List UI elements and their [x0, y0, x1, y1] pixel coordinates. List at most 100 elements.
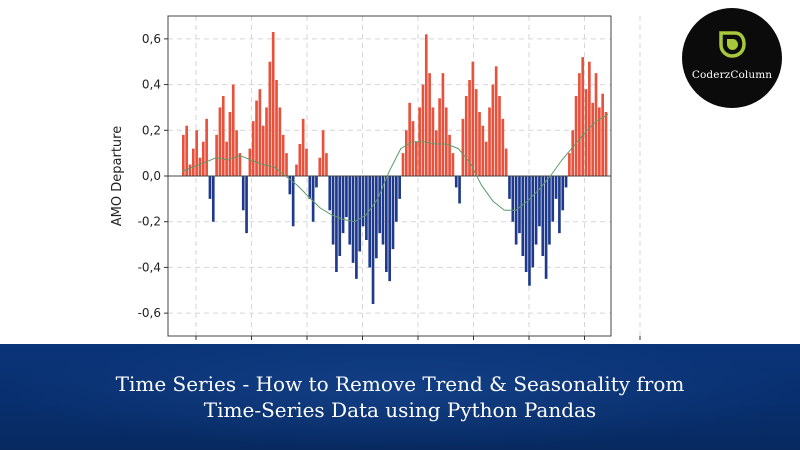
bar	[401, 153, 405, 176]
leaf-drop-icon	[719, 31, 746, 58]
bar	[385, 176, 388, 272]
bar	[375, 176, 378, 259]
bar	[328, 176, 332, 211]
bar	[431, 107, 435, 176]
bar	[478, 112, 481, 176]
bar	[355, 176, 358, 279]
bar	[521, 176, 525, 256]
title-banner: Time Series - How to Remove Trend & Seas…	[0, 344, 800, 450]
bar	[424, 34, 428, 176]
y-tick-label: -0,6	[138, 306, 161, 320]
bar	[481, 125, 485, 176]
bar	[538, 176, 541, 227]
bar	[201, 141, 205, 176]
bar	[321, 130, 325, 176]
bar	[358, 176, 362, 252]
y-tick-label: 0,6	[142, 32, 161, 46]
coderzcolumn-logo: CoderzColumn	[682, 8, 782, 108]
bar	[561, 176, 565, 211]
bar	[551, 176, 555, 222]
bar	[568, 153, 571, 176]
bar	[275, 80, 278, 176]
bar	[388, 176, 391, 282]
bar	[428, 73, 431, 176]
bar	[268, 61, 272, 176]
bar	[208, 176, 212, 199]
bar	[251, 121, 255, 176]
bar	[438, 98, 441, 176]
bar	[598, 107, 601, 176]
bar	[578, 73, 581, 176]
bar	[248, 148, 252, 176]
bar	[411, 121, 415, 176]
bar	[414, 141, 418, 176]
bar	[581, 57, 585, 176]
bar	[444, 107, 448, 176]
bar	[241, 176, 245, 211]
bar	[371, 176, 375, 304]
bar	[221, 96, 225, 176]
bar	[484, 141, 488, 176]
bar	[331, 176, 335, 245]
bar	[278, 107, 282, 176]
bar	[238, 153, 242, 176]
bar	[311, 176, 315, 222]
bar	[261, 125, 265, 176]
bar	[584, 89, 588, 176]
bars	[182, 32, 608, 304]
banner-title-line-2: Time-Series Data using Python Pandas	[203, 398, 597, 422]
y-tick-label: 0,4	[142, 78, 161, 92]
bar	[235, 130, 238, 176]
bar	[182, 134, 185, 176]
bar	[588, 61, 591, 176]
bar	[528, 176, 531, 286]
bar	[245, 176, 248, 234]
bar	[464, 96, 468, 176]
bar	[524, 176, 528, 272]
bar	[404, 130, 408, 176]
bar	[434, 130, 438, 176]
bar	[451, 153, 455, 176]
bar	[325, 153, 328, 176]
bar	[391, 176, 395, 250]
bar	[604, 112, 608, 176]
bar	[338, 176, 342, 256]
bar	[298, 144, 302, 176]
bar	[265, 107, 268, 176]
bar	[198, 157, 202, 176]
bar	[454, 176, 458, 188]
bar	[508, 176, 511, 199]
bar	[368, 176, 372, 268]
bar	[315, 176, 318, 188]
bar	[494, 66, 498, 176]
bar	[308, 176, 312, 199]
amo-departure-chart: 0,6 0,4 0,2 0,0 -0,2 -0,4 -0,6 AMO Departure	[110, 15, 641, 340]
bar	[548, 176, 551, 245]
bar	[504, 148, 508, 176]
bar	[491, 84, 495, 176]
bar	[564, 176, 568, 188]
bar	[218, 107, 222, 176]
bar	[395, 176, 398, 222]
bar	[534, 176, 538, 245]
bar	[295, 164, 298, 176]
bar	[341, 176, 345, 234]
bar	[571, 130, 575, 176]
bar	[288, 176, 292, 195]
bar	[398, 176, 401, 199]
bar	[518, 176, 521, 234]
bar	[285, 153, 288, 176]
bar	[351, 176, 355, 263]
bar	[574, 96, 578, 176]
bar	[191, 148, 195, 176]
bar	[544, 176, 548, 279]
y-tick-label: -0,4	[138, 260, 161, 274]
bar	[488, 107, 491, 176]
bar	[291, 176, 295, 227]
bar	[448, 134, 451, 176]
bar	[188, 164, 192, 176]
bar	[195, 130, 198, 176]
bar	[281, 134, 285, 176]
y-axis-label: AMO Departure	[110, 126, 125, 226]
